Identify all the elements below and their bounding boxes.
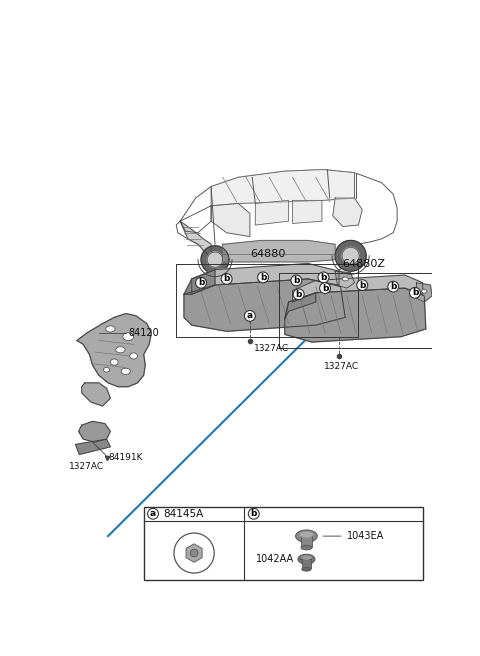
Circle shape — [221, 274, 232, 284]
Circle shape — [190, 549, 198, 557]
Text: b: b — [223, 274, 230, 283]
Text: b: b — [296, 290, 302, 299]
Text: b: b — [260, 273, 266, 282]
Circle shape — [244, 310, 255, 321]
Ellipse shape — [421, 289, 427, 293]
Circle shape — [196, 277, 206, 288]
Polygon shape — [180, 221, 211, 256]
Text: b: b — [390, 282, 396, 291]
Circle shape — [291, 275, 302, 286]
Text: b: b — [412, 288, 418, 297]
Ellipse shape — [110, 359, 118, 365]
Text: 84191K: 84191K — [108, 453, 143, 462]
Circle shape — [357, 279, 368, 291]
Ellipse shape — [103, 367, 109, 372]
Polygon shape — [211, 170, 355, 206]
Polygon shape — [292, 200, 322, 224]
Text: 1042AA: 1042AA — [256, 554, 294, 564]
Ellipse shape — [302, 567, 311, 571]
Polygon shape — [192, 264, 339, 295]
Circle shape — [293, 289, 304, 300]
Ellipse shape — [106, 326, 115, 332]
Polygon shape — [285, 288, 426, 342]
Polygon shape — [79, 421, 110, 442]
Polygon shape — [223, 240, 335, 262]
Text: 64880Z: 64880Z — [342, 258, 385, 268]
Polygon shape — [335, 241, 366, 271]
Text: b: b — [322, 283, 328, 293]
Bar — [302, 559, 311, 569]
Polygon shape — [77, 314, 152, 387]
Polygon shape — [285, 293, 316, 319]
Circle shape — [318, 272, 329, 283]
Text: 64880: 64880 — [250, 249, 286, 259]
Polygon shape — [335, 271, 355, 288]
Polygon shape — [186, 544, 202, 562]
Bar — [144, 507, 423, 580]
Circle shape — [258, 272, 268, 283]
Text: b: b — [293, 276, 300, 285]
Text: 84145A: 84145A — [163, 509, 204, 519]
Polygon shape — [333, 198, 362, 226]
Text: b: b — [198, 278, 204, 287]
Ellipse shape — [342, 277, 348, 281]
Ellipse shape — [121, 368, 131, 375]
Text: 1327AC: 1327AC — [324, 362, 359, 371]
Polygon shape — [255, 200, 288, 225]
Ellipse shape — [296, 530, 317, 543]
Polygon shape — [184, 279, 345, 331]
Polygon shape — [207, 252, 223, 267]
Circle shape — [147, 508, 158, 519]
Polygon shape — [292, 275, 423, 302]
Circle shape — [409, 287, 420, 298]
Ellipse shape — [301, 545, 312, 550]
Polygon shape — [82, 383, 110, 406]
Ellipse shape — [130, 353, 137, 359]
Circle shape — [320, 283, 330, 293]
Bar — [301, 536, 312, 547]
Text: 1043EA: 1043EA — [347, 531, 384, 541]
Circle shape — [174, 533, 214, 573]
Ellipse shape — [123, 333, 133, 340]
Text: a: a — [247, 312, 253, 320]
Ellipse shape — [301, 556, 312, 560]
Ellipse shape — [300, 531, 313, 538]
Polygon shape — [184, 270, 215, 295]
Text: 1327AC: 1327AC — [69, 462, 105, 470]
Polygon shape — [211, 203, 250, 237]
Polygon shape — [417, 283, 432, 302]
Polygon shape — [342, 247, 359, 264]
Text: b: b — [251, 509, 257, 518]
Ellipse shape — [116, 346, 125, 353]
Ellipse shape — [298, 554, 315, 564]
Circle shape — [248, 508, 259, 519]
Polygon shape — [201, 246, 229, 274]
Circle shape — [388, 281, 399, 292]
Text: 84120: 84120 — [128, 328, 159, 338]
Text: a: a — [150, 509, 156, 518]
Text: b: b — [320, 273, 327, 282]
Polygon shape — [75, 439, 110, 455]
Text: b: b — [359, 281, 365, 289]
Text: 1327AC: 1327AC — [254, 344, 289, 354]
Polygon shape — [176, 170, 397, 277]
